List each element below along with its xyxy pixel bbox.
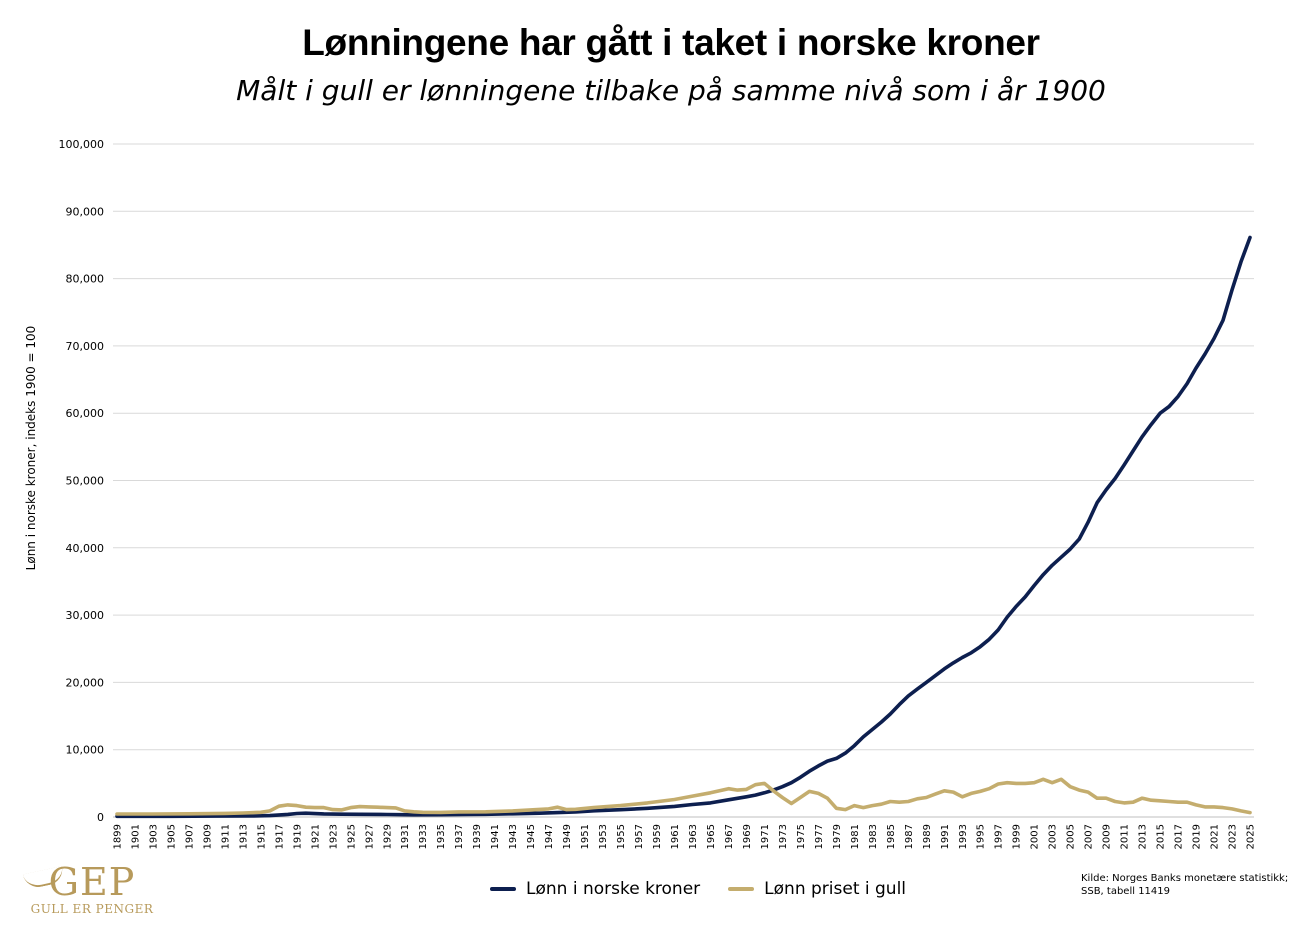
x-tick-label: 1975 [796, 824, 807, 849]
x-tick-label: 2023 [1228, 824, 1239, 849]
x-tick-label: 1925 [346, 824, 357, 849]
x-tick-label: 1909 [202, 824, 213, 849]
y-tick-label: 90,000 [66, 205, 105, 218]
series-lines [115, 235, 1252, 819]
x-tick-label: 1995 [976, 824, 987, 849]
x-tick-label: 2003 [1048, 824, 1059, 849]
x-tick-label: 1961 [670, 824, 681, 849]
x-tick-labels: 1899 1901 1903 1905 1907 1909 1911 1913 1915 1917… [113, 824, 1257, 849]
x-tick-label: 2021 [1210, 824, 1221, 849]
x-tick-label: 2001 [1030, 824, 1041, 849]
y-tick-label: 20,000 [66, 676, 105, 689]
x-tick-label: 2013 [1138, 824, 1149, 849]
y-axis-label: Lønn i norske kroner, indeks 1900 = 100 [24, 325, 38, 571]
x-tick-label: 1953 [598, 824, 609, 849]
x-tick-label: 1913 [238, 824, 249, 849]
legend-item-gold: Lønn priset i gull [728, 879, 906, 899]
x-tick-label: 1951 [580, 824, 591, 849]
x-tick-label: 2009 [1102, 824, 1113, 849]
x-tick-label: 1977 [814, 824, 825, 849]
x-tick-label: 1933 [418, 824, 429, 849]
x-tick-label: 1947 [544, 824, 555, 849]
y-tick-label: 10,000 [66, 744, 105, 757]
x-tick-label: 1945 [526, 824, 537, 849]
y-tick-label: 50,000 [66, 475, 105, 488]
x-tick-label: 1943 [508, 824, 519, 849]
x-tick-label: 1949 [562, 824, 573, 849]
y-tick-label: 80,000 [66, 273, 105, 286]
x-tick-label: 1989 [922, 824, 933, 849]
x-tick-label: 1939 [472, 824, 483, 849]
series-line-nok [115, 235, 1252, 819]
x-tick-label: 1917 [274, 824, 285, 849]
x-tick-label: 1971 [760, 824, 771, 849]
source-note: Kilde: Norges Banks monetære statistikk;… [1081, 872, 1288, 898]
x-tick-label: 1935 [436, 824, 447, 849]
y-tick-label: 30,000 [66, 609, 105, 622]
x-tick-label: 1927 [364, 824, 375, 849]
x-tick-label: 1959 [652, 824, 663, 849]
gep-logo: GEP GULL ER PENGER [22, 862, 162, 916]
x-tick-label: 1969 [742, 824, 753, 849]
x-tick-label: 1921 [310, 824, 321, 849]
x-tick-label: 1987 [904, 824, 915, 849]
x-tick-label: 1993 [958, 824, 969, 849]
logo-mark: GEP [48, 860, 136, 904]
y-tick-label: 40,000 [66, 542, 105, 555]
x-tick-label: 1929 [382, 824, 393, 849]
y-tick-label: 60,000 [66, 407, 105, 420]
legend-swatch-nok [490, 887, 516, 891]
x-tick-label: 2025 [1246, 824, 1257, 849]
y-tick-label: 100,000 [59, 138, 105, 151]
x-tick-label: 1905 [166, 824, 177, 849]
chart-title: Lønningene har gått i taket i norske kro… [302, 22, 1040, 63]
y-tick-label: 70,000 [66, 340, 105, 353]
x-tick-label: 2011 [1120, 824, 1131, 849]
series-line-gold [115, 777, 1252, 816]
x-tick-label: 1957 [634, 824, 645, 849]
y-tick-labels: 0 10,000 20,000 30,000 40,000 50,000 60,000 70,… [59, 138, 105, 824]
x-tick-label: 1941 [490, 824, 501, 849]
source-line-1: Kilde: Norges Banks monetære statistikk; [1081, 873, 1289, 884]
x-tick-label: 2005 [1066, 824, 1077, 849]
y-tick-label: 0 [97, 811, 104, 824]
x-tick-label: 1983 [868, 824, 879, 849]
x-tick-label: 1979 [832, 824, 843, 849]
x-tick-label: 2015 [1156, 824, 1167, 849]
grid-lines [113, 143, 1254, 818]
x-tick-label: 1985 [886, 824, 897, 849]
legend-label-gold: Lønn priset i gull [764, 879, 907, 899]
x-tick-label: 2017 [1174, 824, 1185, 849]
legend-item-nok: Lønn i norske kroner [490, 879, 700, 899]
x-tick-label: 1981 [850, 824, 861, 849]
x-tick-label: 1955 [616, 824, 627, 849]
x-tick-label: 1931 [400, 824, 411, 849]
x-tick-label: 1963 [688, 824, 699, 849]
logo-text: GULL ER PENGER [30, 902, 154, 916]
x-tick-label: 1997 [994, 824, 1005, 849]
x-tick-label: 1907 [184, 824, 195, 849]
x-tick-label: 1973 [778, 824, 789, 849]
legend: Lønn i norske kroner Lønn priset i gull [490, 879, 906, 899]
x-tick-label: 1937 [454, 824, 465, 849]
x-tick-label: 1965 [706, 824, 717, 849]
x-tick-label: 2007 [1084, 824, 1095, 849]
source-line-2: SSB, tabell 11419 [1081, 886, 1171, 897]
legend-label-nok: Lønn i norske kroner [526, 879, 701, 899]
x-tick-label: 1967 [724, 824, 735, 849]
x-tick-label: 1919 [292, 824, 303, 849]
x-tick-label: 1923 [328, 824, 339, 849]
x-tick-label: 1903 [148, 824, 159, 849]
x-tick-label: 1901 [130, 824, 141, 849]
x-tick-label: 1899 [113, 824, 124, 849]
x-tick-label: 1999 [1012, 824, 1023, 849]
x-tick-label: 1915 [256, 824, 267, 849]
x-tick-label: 2019 [1192, 824, 1203, 849]
x-tick-label: 1991 [940, 824, 951, 849]
legend-swatch-gold [728, 887, 755, 891]
x-tick-label: 1911 [220, 824, 231, 849]
chart-subtitle: Målt i gull er lønningene tilbake på sam… [236, 74, 1106, 107]
